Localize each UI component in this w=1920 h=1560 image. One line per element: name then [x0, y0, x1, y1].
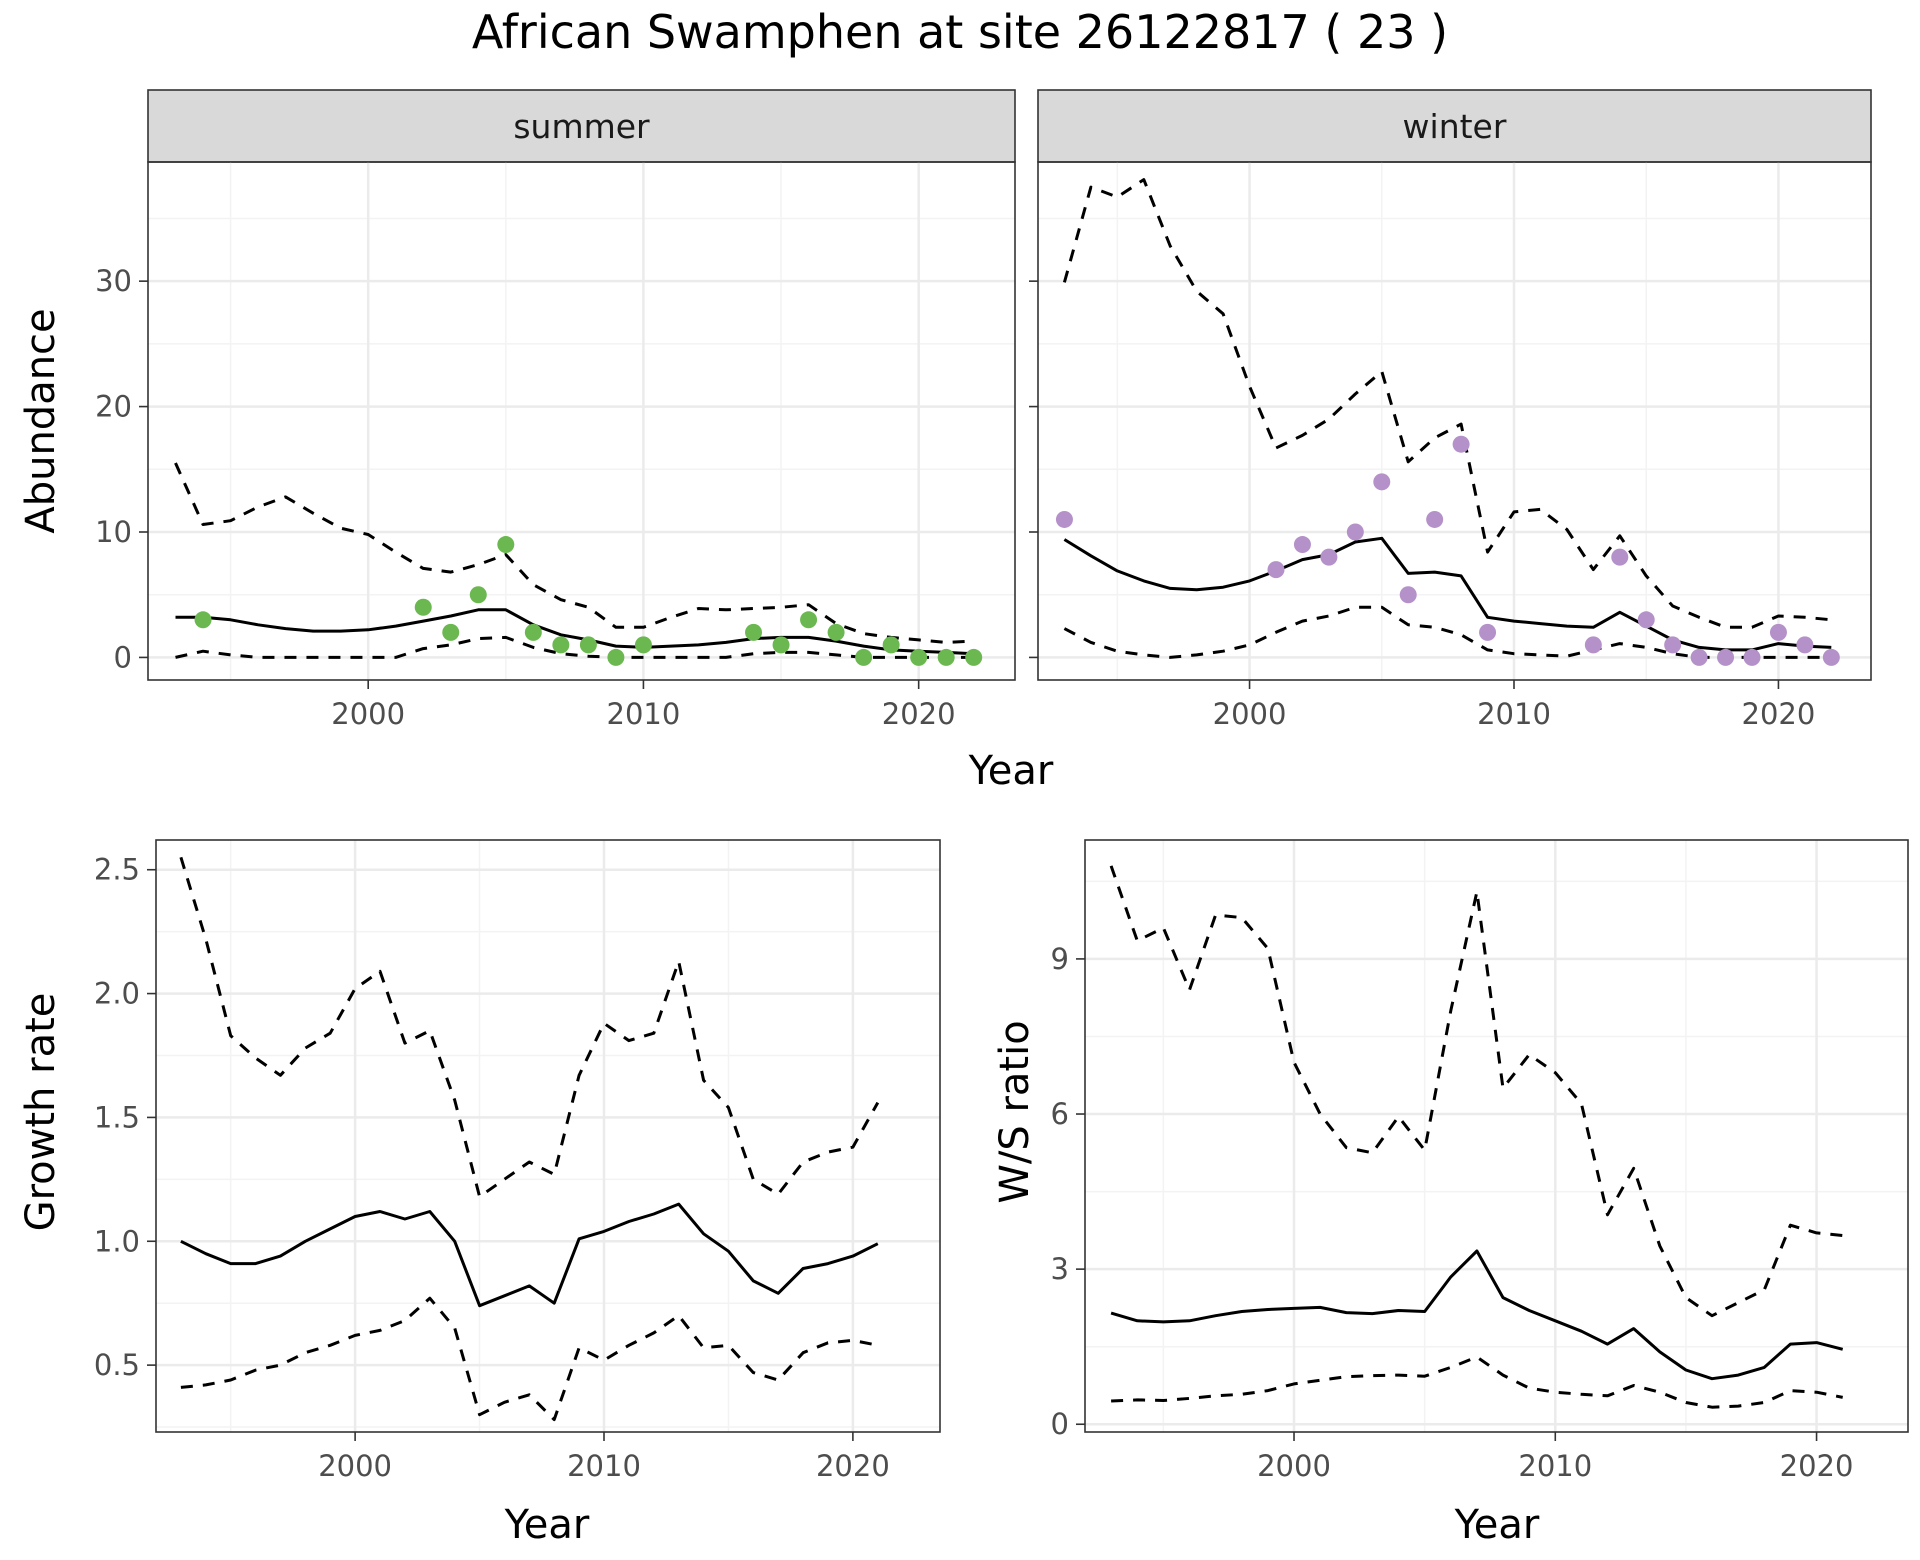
- observation-point: [524, 623, 542, 641]
- upper-line: [1062, 178, 1832, 629]
- x-tick-label: 2010: [607, 697, 681, 731]
- estimate-line: [1110, 1249, 1844, 1381]
- abundance-winter-panel: winter 2000 2010 2020: [1029, 89, 1872, 731]
- observation-point: [1055, 510, 1073, 528]
- abundance-summer-plot-area: 2000 2010 2020 0 10 20 30: [95, 161, 1016, 731]
- observation-point: [1769, 623, 1787, 641]
- observation-point: [579, 636, 597, 654]
- panel-border: [155, 839, 941, 1433]
- abundance-winter-plot-area: 2000 2010 2020: [1029, 161, 1872, 731]
- y-tick-label: 30: [95, 264, 132, 298]
- observation-point: [1637, 611, 1655, 629]
- observation-point: [800, 611, 818, 629]
- observation-point: [882, 636, 900, 654]
- observation-point: [1479, 623, 1497, 641]
- growth-rate-y-axis-title: Growth rate: [18, 993, 64, 1232]
- observation-point: [1611, 548, 1629, 566]
- growth-rate-plot-area: 2000 2010 2020 0.5 1.0 1.5 2.0 2.5: [94, 839, 941, 1483]
- observation-point: [1426, 510, 1444, 528]
- observation-point: [1452, 435, 1470, 453]
- ws-ratio-panel: 2000 2010 2020 0 3 6 9: [1051, 839, 1909, 1483]
- y-tick-label: 6: [1051, 1097, 1069, 1131]
- observation-point: [552, 636, 570, 654]
- y-tick-label: 10: [95, 515, 132, 549]
- x-tick-label: 2020: [1780, 1449, 1854, 1483]
- estimate-line: [1063, 536, 1832, 652]
- estimate-line: [175, 608, 974, 656]
- panel-border: [147, 161, 1016, 681]
- observation-point: [607, 648, 625, 666]
- upper-line: [1109, 865, 1843, 1318]
- observation-point: [1690, 648, 1708, 666]
- x-tick-label: 2020: [882, 697, 956, 731]
- ws-ratio-x-axis-title: Year: [1454, 1502, 1540, 1548]
- ws-ratio-y-axis-title: W/S ratio: [992, 1020, 1038, 1203]
- x-tick-label: 2010: [1518, 1449, 1592, 1483]
- lower-line: [175, 635, 974, 659]
- observation-point: [442, 623, 460, 641]
- observation-point: [827, 623, 845, 641]
- y-tick-label: 2.0: [94, 977, 140, 1011]
- observation-point: [497, 536, 515, 554]
- growth-rate-panel: 2000 2010 2020 0.5 1.0 1.5 2.0 2.5: [94, 839, 941, 1483]
- observation-point: [1293, 536, 1311, 554]
- observation-point: [1717, 648, 1735, 666]
- panel-border: [1037, 161, 1872, 681]
- x-tick-label: 2000: [331, 697, 405, 731]
- observation-point: [414, 598, 432, 616]
- figure-title: African Swamphen at site 26122817 ( 23 ): [472, 5, 1448, 59]
- upper-line: [174, 462, 974, 644]
- x-tick-label: 2020: [1742, 697, 1816, 731]
- observation-point: [634, 636, 652, 654]
- facet-label-summer: summer: [513, 107, 650, 146]
- observation-point: [1664, 636, 1682, 654]
- facet-strip-summer: [147, 89, 1016, 163]
- y-tick-label: 1.5: [94, 1100, 140, 1134]
- observation-point: [1743, 648, 1761, 666]
- panel-border: [1084, 839, 1909, 1433]
- observation-point: [855, 648, 873, 666]
- y-tick-label: 9: [1051, 942, 1069, 976]
- observation-point: [910, 648, 928, 666]
- y-tick-label: 20: [95, 390, 132, 424]
- y-tick-label: 0: [1051, 1407, 1069, 1441]
- x-tick-label: 2000: [1213, 697, 1287, 731]
- observation-point: [1320, 548, 1338, 566]
- observation-point: [1822, 648, 1840, 666]
- x-tick-label: 2010: [1477, 697, 1551, 731]
- observation-point: [1796, 636, 1814, 654]
- abundance-summer-panel: summer 2000 2010 2020 0 10 20 30: [95, 89, 1016, 731]
- observation-point: [937, 648, 955, 666]
- y-tick-label: 0.5: [94, 1348, 140, 1382]
- x-tick-label: 2000: [1257, 1449, 1331, 1483]
- observation-point: [469, 586, 487, 604]
- abundance-y-axis-title: Abundance: [18, 308, 64, 533]
- y-tick-label: 0: [114, 640, 132, 674]
- lower-line: [180, 1296, 879, 1422]
- observation-point: [745, 623, 763, 641]
- y-tick-label: 3: [1051, 1252, 1069, 1286]
- observation-point: [1373, 473, 1391, 491]
- facet-label-winter: winter: [1403, 107, 1507, 146]
- observation-point: [1346, 523, 1364, 541]
- observation-point: [965, 648, 983, 666]
- growth-rate-x-axis-title: Year: [504, 1502, 590, 1548]
- ws-ratio-plot-area: 2000 2010 2020 0 3 6 9: [1051, 839, 1909, 1483]
- upper-line: [179, 856, 880, 1199]
- x-tick-label: 2000: [318, 1449, 392, 1483]
- facet-strip-winter: [1037, 89, 1872, 163]
- y-tick-label: 1.0: [94, 1224, 140, 1258]
- observation-point: [772, 636, 790, 654]
- observation-point: [1584, 636, 1602, 654]
- observation-point: [1267, 561, 1285, 579]
- y-tick-label: 2.5: [94, 853, 140, 887]
- observation-point: [1399, 586, 1417, 604]
- observation-point: [194, 611, 212, 629]
- abundance-x-axis-title: Year: [968, 748, 1054, 794]
- x-tick-label: 2020: [816, 1449, 890, 1483]
- estimate-line: [180, 1202, 879, 1308]
- x-tick-label: 2010: [567, 1449, 641, 1483]
- lower-line: [1111, 1355, 1843, 1409]
